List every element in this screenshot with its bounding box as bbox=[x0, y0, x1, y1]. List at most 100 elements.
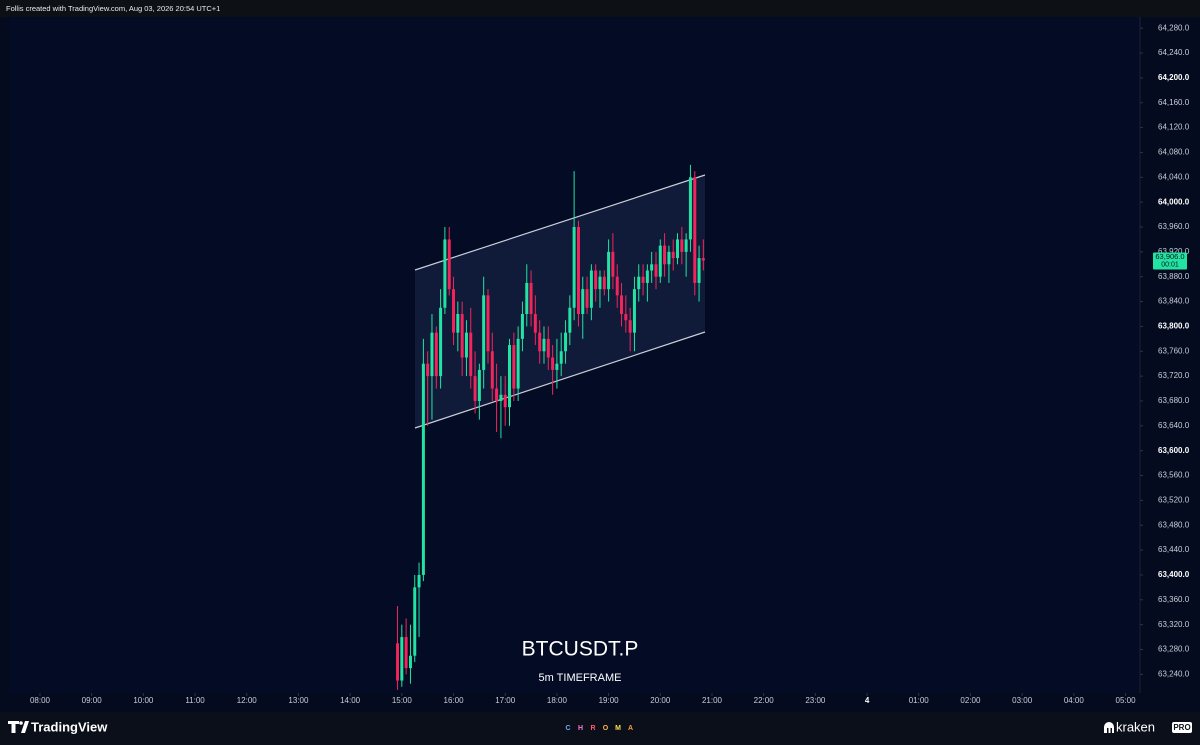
sponsor-letter: R bbox=[590, 725, 595, 732]
candle-body bbox=[430, 332, 434, 377]
logo-dot bbox=[19, 721, 23, 725]
y-tick-label: 63,880.0 bbox=[1158, 272, 1190, 281]
candle-body bbox=[693, 177, 697, 283]
y-tick-label: 63,440.0 bbox=[1158, 545, 1190, 554]
candle-body bbox=[581, 289, 585, 314]
y-tick-label: 63,240.0 bbox=[1158, 669, 1190, 678]
x-tick-label: 02:00 bbox=[960, 696, 981, 705]
candle-body bbox=[551, 357, 555, 370]
x-tick-label: 08:00 bbox=[30, 696, 51, 705]
candle-body bbox=[520, 313, 524, 339]
y-tick-label: 63,600.0 bbox=[1158, 446, 1190, 455]
candle-body bbox=[516, 338, 520, 389]
candle-body bbox=[624, 313, 628, 321]
y-tick-label: 63,400.0 bbox=[1158, 570, 1190, 579]
x-tick-label: 04:00 bbox=[1064, 696, 1085, 705]
candle-body bbox=[650, 264, 654, 271]
y-tick-label: 63,560.0 bbox=[1158, 471, 1190, 480]
sponsor-letter: C bbox=[565, 725, 570, 732]
axes: 63,240.0 63,280.0 63,320.0 63,360.0 63,400.0… bbox=[30, 23, 1190, 705]
watermark-subtitle: 5m TIMEFRAME bbox=[539, 672, 622, 684]
candle-body bbox=[439, 307, 443, 377]
sponsor-letter: O bbox=[603, 725, 609, 732]
y-tick-label: 64,240.0 bbox=[1158, 48, 1190, 57]
candle-body bbox=[460, 313, 464, 358]
x-tick-label: 23:00 bbox=[805, 696, 826, 705]
candle-body bbox=[529, 282, 533, 314]
y-tick-label: 64,000.0 bbox=[1158, 197, 1190, 206]
y-tick-label: 64,200.0 bbox=[1158, 73, 1190, 82]
candle-body bbox=[564, 332, 568, 352]
last-price-box bbox=[1153, 252, 1187, 270]
candle-body bbox=[404, 637, 408, 669]
candle-body bbox=[576, 227, 580, 314]
channel-lower bbox=[414, 331, 706, 429]
logo-icon bbox=[8, 721, 29, 733]
last-price-label: 63,906.0 bbox=[1155, 252, 1184, 261]
candle-body bbox=[641, 276, 645, 283]
y-tick-label: 63,480.0 bbox=[1158, 520, 1190, 529]
candle-body bbox=[585, 289, 589, 308]
top-bar bbox=[0, 0, 1200, 17]
candle-body bbox=[508, 345, 512, 408]
y-tick-label: 63,720.0 bbox=[1158, 371, 1190, 380]
candle-body bbox=[572, 227, 576, 308]
candle-body bbox=[645, 270, 649, 283]
candle-body bbox=[667, 251, 671, 265]
candle-body bbox=[512, 345, 516, 389]
candle-body bbox=[602, 276, 606, 290]
y-tick-label: 63,640.0 bbox=[1158, 421, 1190, 430]
x-tick-label: 09:00 bbox=[82, 696, 103, 705]
channel-fill bbox=[415, 175, 705, 428]
candle-body bbox=[688, 177, 692, 240]
tradingview-logo bbox=[8, 721, 29, 733]
candle-body bbox=[615, 276, 619, 296]
y-tick-label: 64,280.0 bbox=[1158, 23, 1190, 32]
candle-body bbox=[469, 332, 473, 377]
candle-body bbox=[464, 332, 468, 358]
candle-body bbox=[676, 239, 680, 259]
candle-body bbox=[525, 282, 529, 314]
y-tick-label: 63,520.0 bbox=[1158, 495, 1190, 504]
candle-body bbox=[486, 295, 490, 352]
brand-text: TradingView bbox=[31, 719, 108, 734]
candle-body bbox=[546, 338, 550, 358]
candle-body bbox=[443, 239, 447, 308]
candle-body bbox=[658, 245, 662, 277]
y-tick-label: 63,840.0 bbox=[1158, 297, 1190, 306]
candle-body bbox=[559, 351, 563, 364]
candle-body bbox=[434, 332, 438, 377]
candle-body bbox=[637, 276, 641, 290]
candle-body bbox=[701, 258, 705, 261]
y-tick-label: 63,760.0 bbox=[1158, 346, 1190, 355]
x-tick-label: 10:00 bbox=[133, 696, 154, 705]
y-tick-label: 64,120.0 bbox=[1158, 123, 1190, 132]
candle-body bbox=[555, 363, 559, 370]
candle-body bbox=[697, 258, 701, 283]
x-tick-label: 05:00 bbox=[1116, 696, 1137, 705]
candle-body bbox=[598, 276, 602, 290]
watermark-title: BTCUSDT.P bbox=[522, 638, 639, 661]
candle-body bbox=[473, 376, 477, 401]
y-tick-label: 63,320.0 bbox=[1158, 620, 1190, 629]
x-tick-label: 21:00 bbox=[702, 696, 723, 705]
header-text: Follis created with TradingView.com, Aug… bbox=[6, 4, 220, 13]
candle-body bbox=[426, 363, 430, 377]
candle-body bbox=[628, 320, 632, 333]
x-tick-label: 17:00 bbox=[495, 696, 516, 705]
candle-body bbox=[503, 394, 507, 408]
y-tick-label: 63,920.0 bbox=[1158, 247, 1190, 256]
y-tick-label: 64,040.0 bbox=[1158, 172, 1190, 181]
sponsor-letter: H bbox=[578, 725, 583, 732]
candle-body bbox=[413, 587, 417, 656]
x-tick-label: 14:00 bbox=[340, 696, 361, 705]
candle-body bbox=[589, 270, 593, 308]
y-tick-label: 63,800.0 bbox=[1158, 322, 1190, 331]
candle-body bbox=[538, 332, 542, 352]
candles bbox=[396, 164, 705, 690]
candle-body bbox=[594, 270, 598, 290]
candle-body bbox=[620, 295, 624, 314]
